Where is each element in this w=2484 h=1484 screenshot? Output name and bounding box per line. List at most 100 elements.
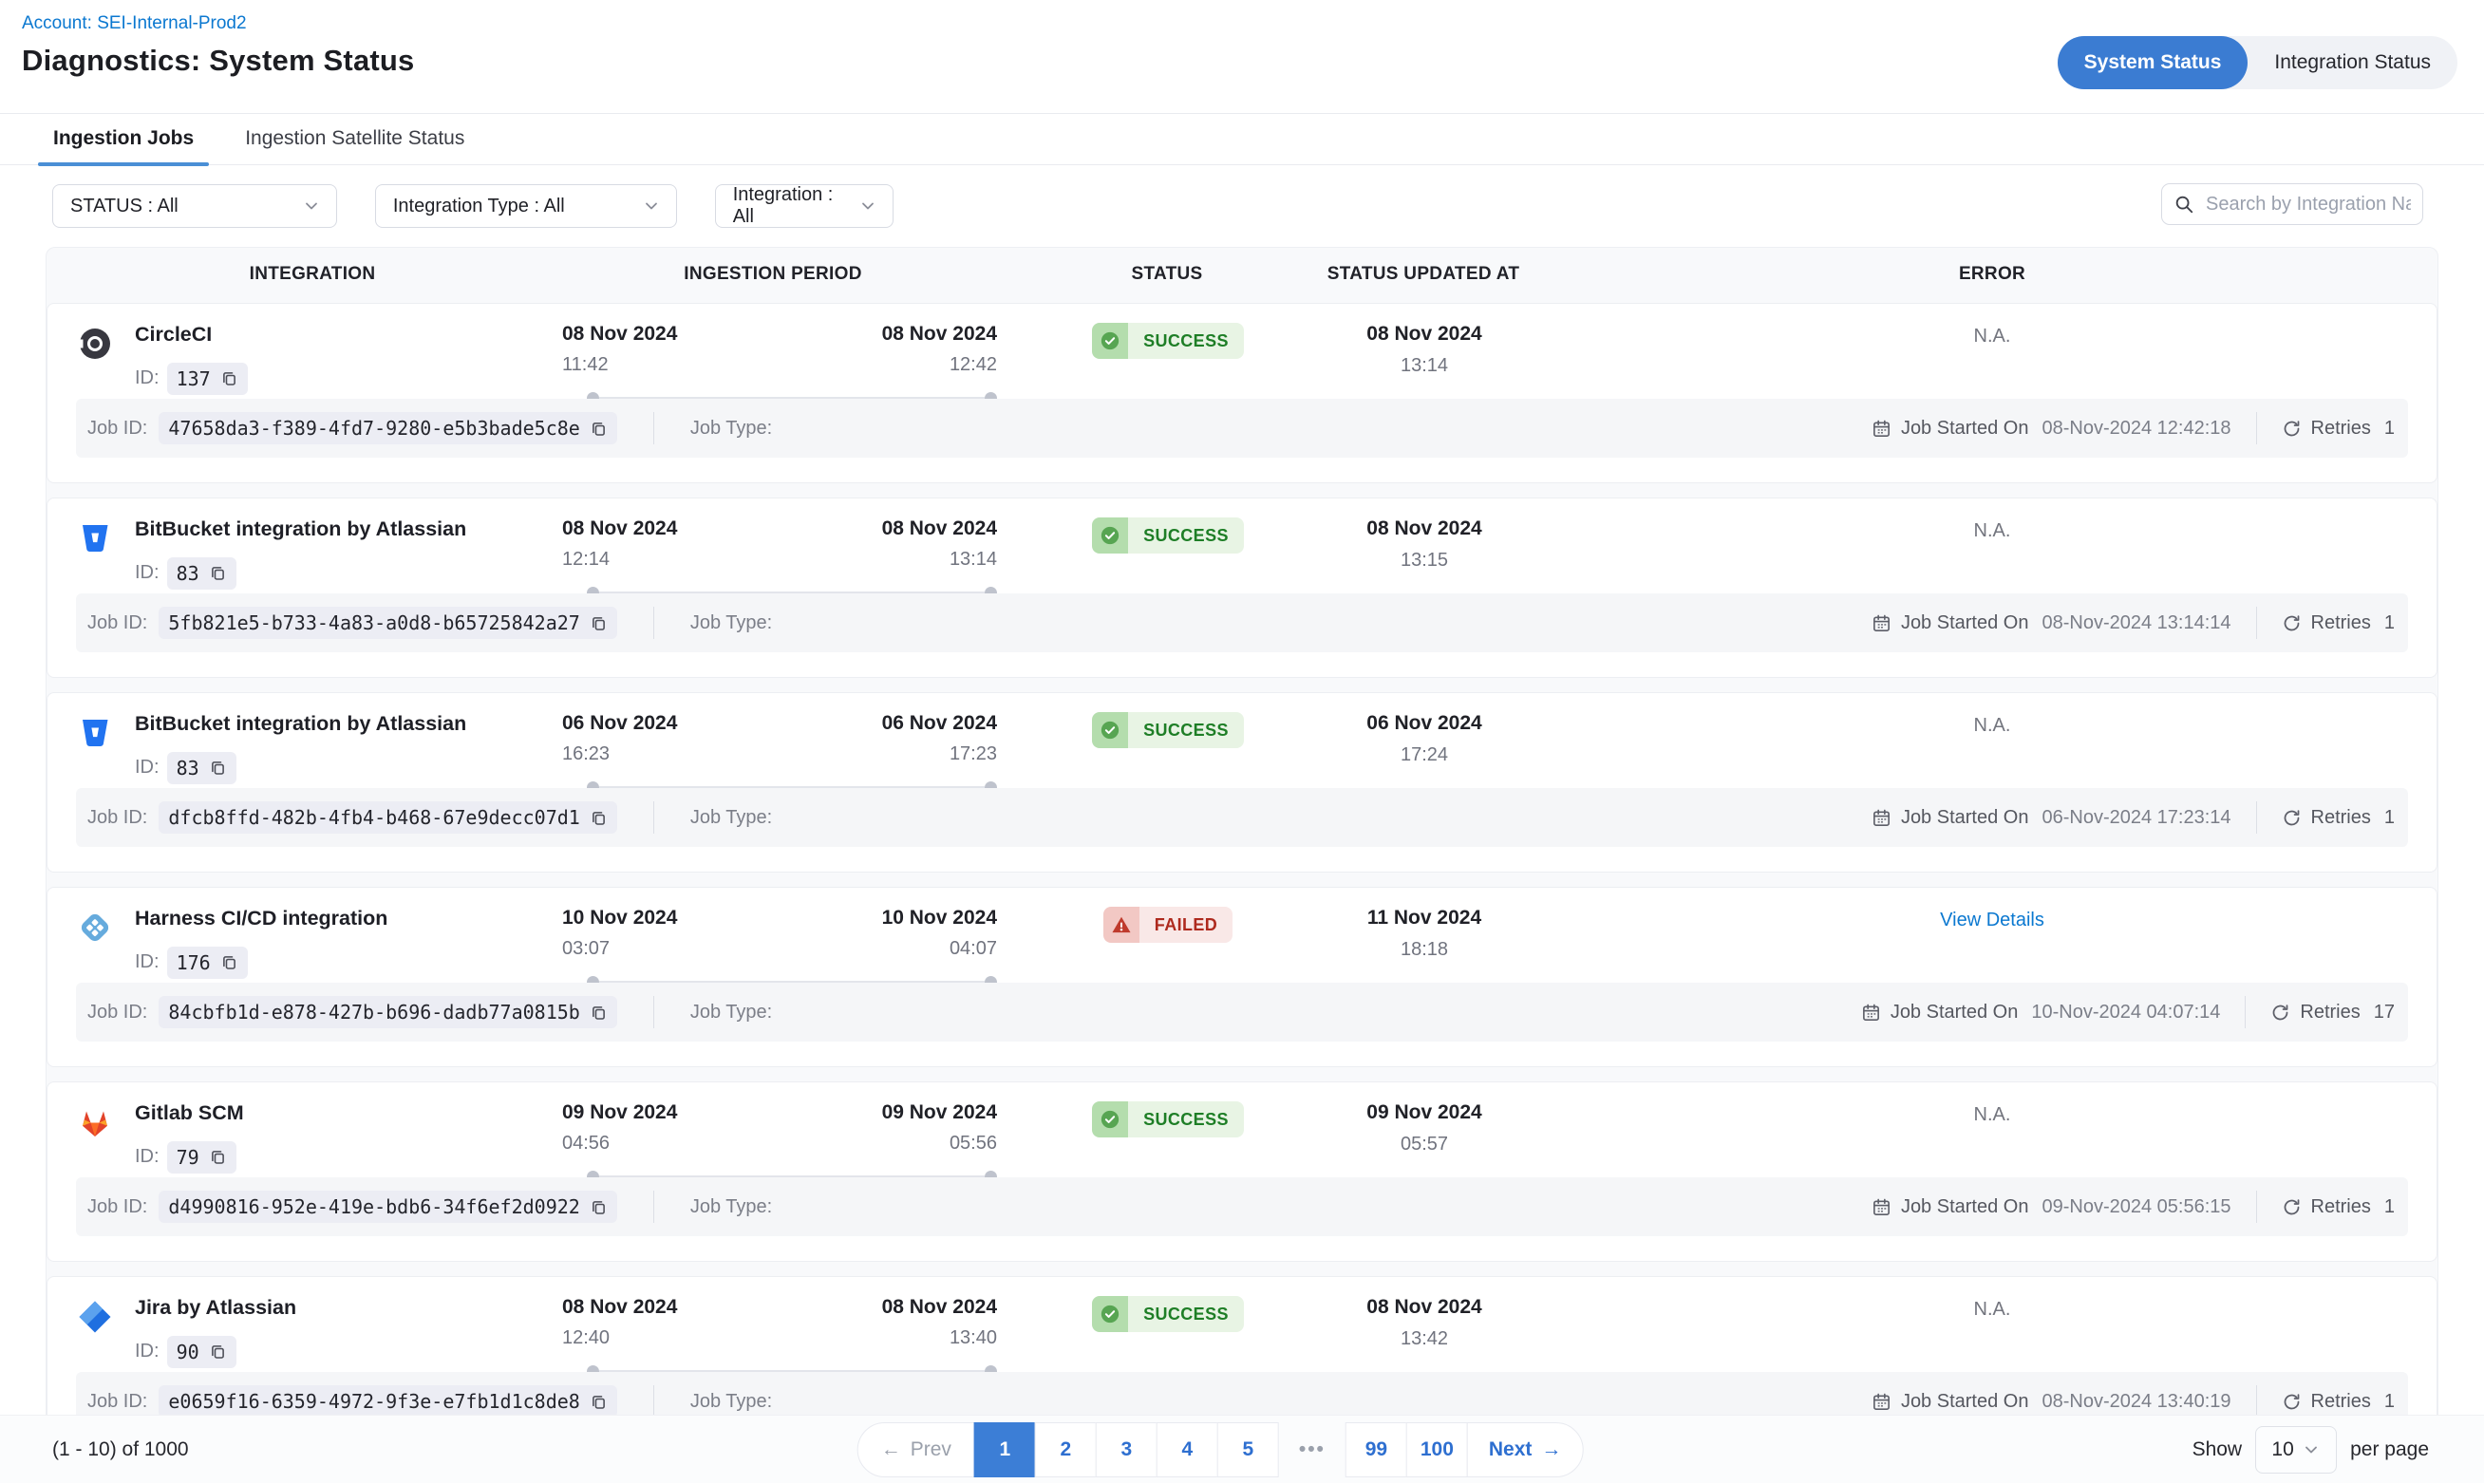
status-cell: SUCCESS [997, 712, 1263, 748]
integration-cell: Jira by Atlassian ID: 90 [76, 1296, 551, 1368]
job-id-value: 5fb821e5-b733-4a83-a0d8-b65725842a27 [168, 611, 580, 634]
job-id-chip: 5fb821e5-b733-4a83-a0d8-b65725842a27 [159, 607, 617, 639]
page-size-select[interactable]: 10 [2255, 1426, 2338, 1474]
account-breadcrumb-link[interactable]: Account: SEI-Internal-Prod2 [22, 13, 247, 33]
integration-id-chip: 79 [166, 1140, 236, 1174]
job-started-value: 06-Nov-2024 17:23:14 [2042, 806, 2231, 828]
updated-time: 18:18 [1400, 939, 1449, 960]
ingestion-period-cell: 06 Nov 2024 16:23 06 Nov 2024 17:23 [551, 712, 997, 794]
period-start-date: 08 Nov 2024 [562, 517, 678, 539]
job-details-strip: Job ID: d4990816-952e-419e-bdb6-34f6ef2d… [76, 1177, 2408, 1236]
job-details-strip: Job ID: 47658da3-f389-4fd7-9280-e5b3bade… [76, 399, 2408, 458]
period-start-time: 12:14 [562, 549, 611, 570]
calendar-icon [1872, 613, 1891, 633]
show-label: Show [2192, 1438, 2243, 1460]
copy-icon[interactable] [209, 564, 227, 582]
job-id-chip: dfcb8ffd-482b-4fb4-b468-67e9decc07d1 [159, 801, 617, 834]
job-id-chip: e0659f16-6359-4972-9f3e-e7fb1d1c8de8 [159, 1385, 617, 1415]
job-started-value: 08-Nov-2024 13:40:19 [2042, 1390, 2231, 1412]
id-label: ID: [135, 757, 160, 779]
copy-icon[interactable] [590, 1198, 608, 1216]
period-end-time: 12:42 [949, 354, 997, 375]
page-button-3[interactable]: 3 [1095, 1422, 1157, 1477]
period-end-date: 09 Nov 2024 [881, 1101, 997, 1123]
copy-icon[interactable] [590, 1004, 608, 1022]
updated-date: 08 Nov 2024 [1366, 323, 1482, 345]
results-range: (1 - 10) of 1000 [52, 1437, 189, 1460]
integration-id-chip: 90 [166, 1335, 236, 1368]
gitlab-icon [76, 1103, 114, 1141]
job-started-label: Job Started On [1900, 1195, 2029, 1217]
retries-refresh-icon [2282, 808, 2302, 828]
job-details-strip: Job ID: 84cbfb1d-e878-427b-b696-dadb77a0… [76, 983, 2408, 1042]
page-button-1[interactable]: 1 [973, 1422, 1036, 1477]
integration-id-chip: 83 [166, 751, 236, 784]
page-button-99[interactable]: 99 [1345, 1422, 1407, 1477]
tab-ingestion-satellite-status[interactable]: Ingestion Satellite Status [245, 127, 465, 149]
copy-icon[interactable] [590, 1393, 608, 1411]
page-size-value: 10 [2271, 1438, 2294, 1460]
search-icon [2175, 196, 2193, 214]
integration-id-chip: 83 [166, 556, 236, 590]
job-id-value: e0659f16-6359-4972-9f3e-e7fb1d1c8de8 [168, 1390, 580, 1413]
period-end-time: 04:07 [949, 938, 997, 959]
error-cell: N.A. [1562, 1296, 2422, 1321]
page-button-2[interactable]: 2 [1034, 1422, 1097, 1477]
copy-icon[interactable] [590, 614, 608, 632]
page-button-100[interactable]: 100 [1405, 1422, 1468, 1477]
copy-icon[interactable] [590, 809, 608, 827]
copy-icon[interactable] [209, 1343, 227, 1361]
period-start-date: 06 Nov 2024 [562, 712, 678, 734]
status-badge: SUCCESS [1092, 517, 1244, 554]
divider [2255, 412, 2257, 444]
integration-id-value: 83 [176, 756, 199, 780]
status-updated-cell: 08 Nov 2024 13:42 [1282, 1296, 1567, 1350]
copy-icon[interactable] [209, 1148, 227, 1166]
copy-icon[interactable] [220, 369, 238, 387]
integration-filter-dropdown[interactable]: Integration : All [714, 184, 894, 228]
bitbucket-icon [76, 714, 114, 752]
next-page-button[interactable]: Next [1466, 1422, 1584, 1477]
error-cell: N.A. [1562, 323, 2422, 348]
status-updated-cell: 08 Nov 2024 13:14 [1282, 323, 1567, 377]
harness-icon [76, 909, 114, 947]
copy-icon[interactable] [209, 759, 227, 777]
search-input[interactable] [2161, 183, 2423, 225]
pagination-bar: (1 - 10) of 1000 Prev 12345•••99100Next … [0, 1415, 2484, 1483]
integration-name: Gitlab SCM [135, 1101, 244, 1124]
copy-icon[interactable] [220, 953, 238, 971]
integration-id-value: 79 [176, 1145, 199, 1169]
page-content: Account: SEI-Internal-Prod2 Diagnostics:… [0, 13, 2484, 1415]
integration-cell: CircleCI ID: 137 [76, 323, 551, 395]
check-circle-icon [1092, 1296, 1129, 1332]
copy-icon[interactable] [590, 420, 608, 438]
system-status-toggle[interactable]: System Status [2057, 36, 2249, 89]
updated-time: 13:15 [1400, 550, 1449, 571]
error-cell: View Details [1562, 907, 2422, 931]
integration-status-toggle[interactable]: Integration Status [2274, 51, 2431, 73]
view-details-link[interactable]: View Details [1940, 910, 2044, 930]
id-label: ID: [135, 562, 160, 584]
job-started-label: Job Started On [1900, 806, 2029, 828]
status-filter-label: STATUS : All [70, 195, 179, 216]
ingestion-job-row: Jira by Atlassian ID: 90 08 Nov 2024 12:… [47, 1276, 2437, 1415]
tab-ingestion-jobs[interactable]: Ingestion Jobs [37, 127, 210, 166]
page-button-4[interactable]: 4 [1156, 1422, 1218, 1477]
integration-name: Harness CI/CD integration [135, 907, 388, 930]
retries-refresh-icon [2270, 1003, 2290, 1023]
page-button-5[interactable]: 5 [1216, 1422, 1279, 1477]
integration-type-filter-dropdown[interactable]: Integration Type : All [374, 184, 677, 228]
next-arrow-icon [1532, 1438, 1561, 1461]
status-filter-dropdown[interactable]: STATUS : All [52, 184, 337, 228]
updated-date: 09 Nov 2024 [1366, 1101, 1482, 1123]
ingestion-job-row: Gitlab SCM ID: 79 09 Nov 2024 04:56 [47, 1081, 2437, 1262]
prev-page-button[interactable]: Prev [856, 1422, 975, 1477]
job-id-chip: 84cbfb1d-e878-427b-b696-dadb77a0815b [159, 996, 617, 1028]
updated-time: 17:24 [1400, 744, 1449, 765]
status-cell: SUCCESS [997, 1101, 1263, 1137]
period-start-date: 09 Nov 2024 [562, 1101, 678, 1123]
retries-refresh-icon [2282, 613, 2302, 633]
check-circle-icon [1092, 1101, 1129, 1137]
pages-ellipsis: ••• [1298, 1438, 1326, 1460]
job-details-strip: Job ID: 5fb821e5-b733-4a83-a0d8-b6572584… [76, 593, 2408, 652]
